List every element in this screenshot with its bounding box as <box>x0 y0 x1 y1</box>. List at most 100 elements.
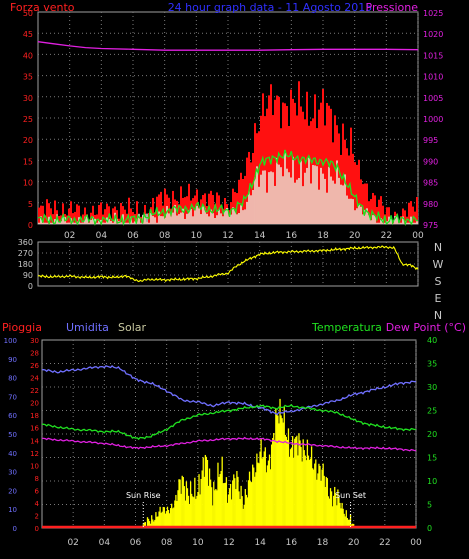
temperature-tick: 35 <box>427 360 437 369</box>
humidity-tick: 100 <box>4 337 17 345</box>
rain-tick: 4 <box>35 500 40 508</box>
pressure-tick: 985 <box>423 179 438 188</box>
wind-pressure-grid <box>38 12 419 224</box>
time-tick: 06 <box>127 231 139 241</box>
time-tick: 04 <box>99 538 111 548</box>
humidity-series <box>42 365 417 416</box>
pressure-tick: 995 <box>423 136 438 145</box>
chart-title: 24 hour graph data - 11 Agosto 2015 <box>168 1 373 14</box>
wind-avg-series <box>37 149 419 227</box>
humidity-tick: 10 <box>8 506 17 514</box>
wind-speed-tick: 30 <box>23 94 33 103</box>
time-tick: 08 <box>161 538 173 548</box>
sun-set-label: Sun Set <box>335 491 366 500</box>
wind-speed-tick: 25 <box>23 115 33 124</box>
rain-tick: 10 <box>30 462 39 470</box>
rain-tick: 16 <box>30 425 39 433</box>
humidity-tick: 30 <box>8 469 17 477</box>
humidity-tick: 0 <box>13 525 17 533</box>
temperature-line <box>41 403 417 441</box>
rain-humidity-temp-x-ticks: 02 04 06 08 10 12 14 16 18 20 22 00 <box>67 538 422 548</box>
temperature-tick: 25 <box>427 407 437 416</box>
humidity-tick: 70 <box>8 393 17 401</box>
time-tick: 02 <box>64 231 75 241</box>
time-tick: 08 <box>159 231 171 241</box>
time-tick: 20 <box>349 231 361 241</box>
wind-speed-tick: 40 <box>23 51 33 60</box>
solar-series <box>142 398 355 528</box>
rain-tick: 18 <box>30 412 39 420</box>
time-tick: 10 <box>192 538 204 548</box>
time-tick: 20 <box>348 538 360 548</box>
wind-direction-line <box>37 245 419 283</box>
wind-speed-tick: 50 <box>23 9 33 18</box>
legend-rain: Pioggia <box>2 321 42 334</box>
temperature-tick: 0 <box>427 524 432 533</box>
temperature-tick: 10 <box>427 477 437 486</box>
rain-tick: 28 <box>30 350 39 358</box>
wind-direction-ticks: 0 90 180 270 360 <box>18 238 33 291</box>
pressure-tick: 1000 <box>423 115 443 124</box>
wind-speed-label: Forza vento <box>10 1 75 14</box>
temperature-series <box>41 403 417 441</box>
time-tick: 14 <box>254 538 266 548</box>
pressure-ticks: 975 980 985 990 995 1000 1005 1010 1015 1020 1025 <box>423 9 443 230</box>
time-tick: 18 <box>317 538 329 548</box>
temperature-tick: 15 <box>427 454 437 463</box>
rain-tick: 26 <box>30 362 39 370</box>
time-tick: 22 <box>379 538 390 548</box>
rain-tick: 22 <box>30 387 39 395</box>
wind-direction-tick: 0 <box>28 282 33 291</box>
humidity-tick: 40 <box>8 450 17 458</box>
wind-speed-tick: 15 <box>23 157 33 166</box>
humidity-tick: 50 <box>8 431 17 439</box>
temperature-tick: 30 <box>427 383 437 392</box>
time-tick: 22 <box>381 231 392 241</box>
wind-pressure-x-ticks: 02 04 06 08 10 12 14 16 18 20 22 00 <box>64 231 424 241</box>
wind-speed-ticks: 0 5 10 15 20 25 30 35 40 45 50 <box>23 9 33 230</box>
time-tick: 10 <box>191 231 203 241</box>
humidity-line <box>42 365 417 416</box>
temperature-ticks: 0 5 10 15 20 25 30 35 40 <box>427 336 437 533</box>
rain-tick: 24 <box>30 375 39 383</box>
rain-tick: 2 <box>35 512 39 520</box>
wind-direction-tick: 180 <box>18 260 33 269</box>
pressure-tick: 980 <box>423 200 438 209</box>
pressure-label: Pressione <box>366 1 419 14</box>
pressure-series <box>37 41 419 51</box>
sun-annotations: Sun Rise Sun Set <box>126 491 366 528</box>
wind-direction-series <box>37 245 419 283</box>
temperature-tick: 5 <box>427 501 432 510</box>
rain-tick: 20 <box>30 400 39 408</box>
wind-direction-tick: 90 <box>23 271 33 280</box>
time-tick: 02 <box>67 538 78 548</box>
compass-label: E <box>435 292 442 305</box>
humidity-tick: 60 <box>8 412 17 420</box>
wind-speed-tick: 45 <box>23 30 33 39</box>
humidity-tick: 90 <box>8 356 17 364</box>
pressure-tick: 1010 <box>423 73 443 82</box>
wind-speed-tick: 20 <box>23 136 33 145</box>
time-tick: 16 <box>286 538 298 548</box>
time-tick: 12 <box>223 538 234 548</box>
dew-point-series <box>42 436 417 452</box>
sun-rise-label: Sun Rise <box>126 491 161 500</box>
wind-direction-tick: 270 <box>18 249 33 258</box>
rain-tick: 8 <box>35 475 39 483</box>
rain-tick: 0 <box>35 525 39 533</box>
rain-tick: 12 <box>30 450 39 458</box>
time-tick: 04 <box>96 231 108 241</box>
wind-speed-tick: 5 <box>28 200 33 209</box>
pressure-tick: 1025 <box>423 9 443 18</box>
temperature-tick: 20 <box>427 430 437 439</box>
time-tick: 14 <box>254 231 266 241</box>
legend-dew-point: Dew Point (°C) <box>386 321 466 334</box>
rain-tick: 30 <box>30 337 39 345</box>
compass-label: N <box>434 241 442 254</box>
pressure-line <box>37 41 419 51</box>
wind-speed-tick: 0 <box>28 221 33 230</box>
